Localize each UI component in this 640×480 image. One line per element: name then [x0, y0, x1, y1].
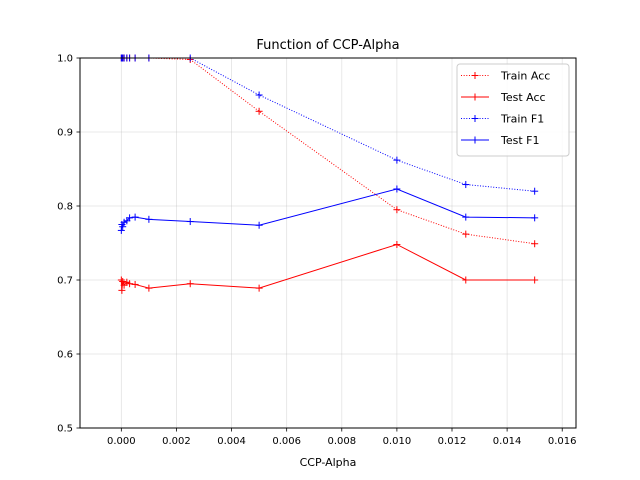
- data-point: [393, 185, 401, 193]
- data-point: [393, 156, 401, 164]
- legend-label: Train F1: [500, 113, 544, 126]
- data-point: [255, 107, 263, 115]
- data-point: [131, 213, 139, 221]
- y-tick-label: 0.9: [57, 128, 73, 139]
- data-point: [255, 221, 263, 229]
- data-point: [255, 91, 263, 99]
- data-point: [145, 284, 153, 292]
- data-point: [462, 276, 470, 284]
- legend: Train Acc Test Acc Train F1 Test F1: [456, 63, 570, 157]
- data-point: [117, 276, 125, 284]
- data-point: [531, 276, 539, 284]
- data-point: [462, 213, 470, 221]
- series-test-f1: [117, 185, 539, 234]
- legend-label: Test F1: [500, 134, 539, 147]
- x-tick-label: 0.010: [383, 436, 412, 447]
- chart-title: Function of CCP-Alpha: [256, 38, 399, 53]
- data-point: [145, 215, 153, 223]
- x-axis-label: CCP-Alpha: [300, 456, 357, 469]
- series-line: [120, 188, 535, 231]
- x-tick-label: 0.008: [327, 436, 356, 447]
- data-point: [531, 214, 539, 222]
- x-tick-label: 0.016: [548, 436, 577, 447]
- data-point: [119, 277, 127, 285]
- data-point: [186, 280, 194, 288]
- y-tick-label: 0.6: [57, 350, 73, 361]
- x-tick-label: 0.004: [217, 436, 246, 447]
- data-point: [531, 187, 539, 195]
- plot-frame: [79, 57, 577, 429]
- y-tick-label: 0.7: [57, 276, 73, 287]
- y-tick-label: 0.8: [57, 202, 73, 213]
- data-point: [255, 284, 263, 292]
- series-line: [120, 243, 535, 291]
- data-point: [462, 181, 470, 189]
- data-point: [119, 223, 127, 231]
- legend-item-test-acc: Test Acc: [461, 91, 546, 104]
- data-point: [462, 230, 470, 238]
- data-point: [393, 240, 401, 248]
- legend-box: [456, 63, 570, 157]
- legend-label: Train Acc: [500, 70, 550, 83]
- x-tick-label: 0.014: [493, 436, 522, 447]
- x-tick-label: 0.006: [272, 436, 301, 447]
- data-point: [117, 226, 125, 234]
- data-point: [126, 214, 134, 222]
- data-point: [131, 280, 139, 288]
- legend-item-train-acc: Train Acc: [461, 70, 550, 83]
- legend-item-test-f1: Test F1: [461, 134, 539, 147]
- x-axis: 0.000 0.002 0.004 0.006 0.008 0.010 0.012 0.014…: [107, 428, 577, 447]
- legend-label: Test Acc: [500, 91, 546, 104]
- x-tick-label: 0.002: [162, 436, 191, 447]
- legend-item-train-f1: Train F1: [461, 113, 544, 126]
- data-point: [186, 218, 194, 226]
- y-axis: 0.5 0.6 0.7 0.8 0.9 1.0: [57, 54, 80, 435]
- series-test-acc: [117, 240, 539, 294]
- y-tick-label: 0.5: [57, 424, 73, 435]
- x-tick-label: 0.012: [438, 436, 467, 447]
- data-point: [531, 240, 539, 248]
- y-tick-label: 1.0: [57, 54, 73, 65]
- data-point: [118, 286, 126, 294]
- data-point: [126, 280, 134, 288]
- x-tick-label: 0.000: [107, 436, 136, 447]
- data-point: [393, 206, 401, 214]
